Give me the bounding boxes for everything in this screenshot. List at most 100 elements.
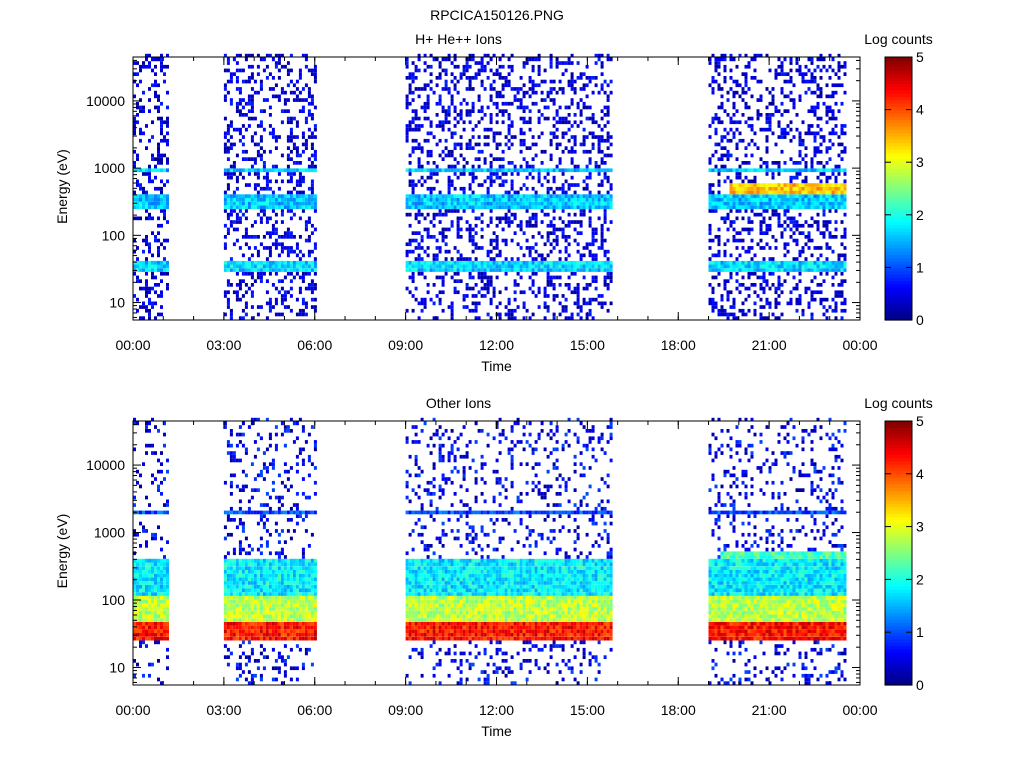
heatmap-cell bbox=[531, 79, 535, 84]
heatmap-cell bbox=[166, 138, 169, 143]
heatmap-cell bbox=[708, 168, 712, 173]
heatmap-cell bbox=[492, 172, 496, 176]
heatmap-cell bbox=[136, 201, 139, 206]
heatmap-cell bbox=[579, 212, 583, 217]
heatmap-cell bbox=[744, 264, 748, 269]
heatmap-cell bbox=[723, 283, 727, 287]
heatmap-cell bbox=[534, 83, 538, 88]
heatmap-cell bbox=[271, 305, 275, 309]
heatmap-cell bbox=[241, 168, 245, 173]
heatmap-cell bbox=[585, 135, 589, 139]
heatmap-cell bbox=[759, 168, 763, 173]
heatmap-cell bbox=[792, 231, 796, 235]
heatmap-cell bbox=[148, 503, 151, 507]
heatmap-cell bbox=[136, 566, 139, 570]
heatmap-cell bbox=[576, 61, 580, 65]
heatmap-cell bbox=[462, 186, 466, 191]
heatmap-cell bbox=[483, 157, 487, 161]
heatmap-cell bbox=[552, 216, 556, 221]
heatmap-cell bbox=[534, 198, 538, 202]
heatmap-cell bbox=[142, 61, 145, 65]
heatmap-cell bbox=[594, 253, 598, 258]
heatmap-cell bbox=[726, 238, 730, 243]
heatmap-cell bbox=[726, 157, 730, 161]
heatmap-cell bbox=[226, 61, 230, 65]
heatmap-cell bbox=[726, 290, 730, 295]
heatmap-cell bbox=[483, 64, 487, 69]
heatmap-cell bbox=[405, 242, 409, 247]
heatmap-cell bbox=[223, 198, 227, 202]
heatmap-cell bbox=[825, 205, 829, 210]
heatmap-cell bbox=[441, 124, 445, 128]
heatmap-cell bbox=[567, 235, 571, 239]
heatmap-cell bbox=[148, 673, 151, 678]
heatmap-cell bbox=[465, 294, 469, 298]
heatmap-cell bbox=[501, 164, 505, 169]
heatmap-cell bbox=[750, 271, 754, 276]
heatmap-cell bbox=[543, 242, 547, 247]
heatmap-cell bbox=[567, 138, 571, 143]
heatmap-cell bbox=[747, 61, 751, 65]
heatmap-cell bbox=[286, 198, 290, 202]
heatmap-cell bbox=[729, 120, 733, 125]
heatmap-cell bbox=[723, 127, 727, 132]
heatmap-cell bbox=[594, 135, 598, 139]
heatmap-cell bbox=[223, 135, 227, 139]
heatmap-cell bbox=[444, 116, 448, 121]
heatmap-cell bbox=[582, 127, 586, 132]
heatmap-cell bbox=[510, 64, 514, 69]
heatmap-cell bbox=[154, 625, 157, 630]
heatmap-cell bbox=[298, 68, 302, 73]
heatmap-cell bbox=[408, 249, 412, 254]
heatmap-cell bbox=[774, 72, 778, 76]
heatmap-cell bbox=[600, 138, 604, 143]
heatmap-cell bbox=[223, 264, 227, 269]
colorbar-swatch bbox=[885, 313, 912, 318]
heatmap-cell bbox=[304, 301, 308, 306]
heatmap-cell bbox=[798, 294, 802, 298]
heatmap-cell bbox=[510, 257, 514, 261]
heatmap-cell bbox=[792, 260, 796, 265]
heatmap-cell bbox=[157, 186, 160, 191]
heatmap-cell bbox=[789, 297, 793, 302]
heatmap-cell bbox=[837, 109, 841, 113]
heatmap-cell bbox=[441, 205, 445, 210]
heatmap-cell bbox=[295, 268, 299, 272]
heatmap-cell bbox=[256, 90, 260, 95]
heatmap-cell bbox=[747, 186, 751, 191]
x-tick-label: 18:00 bbox=[661, 337, 696, 353]
heatmap-cell bbox=[495, 223, 499, 228]
heatmap-cell bbox=[555, 90, 559, 95]
heatmap-cell bbox=[537, 198, 541, 202]
heatmap-cell bbox=[405, 138, 409, 143]
heatmap-cell bbox=[136, 588, 139, 593]
heatmap-cell bbox=[789, 264, 793, 269]
heatmap-cell bbox=[603, 212, 607, 217]
heatmap-cell bbox=[807, 264, 811, 269]
heatmap-cell bbox=[753, 201, 757, 206]
heatmap-cell bbox=[573, 238, 577, 243]
heatmap-cell bbox=[783, 264, 787, 269]
heatmap-cell bbox=[822, 64, 826, 69]
heatmap-cell bbox=[807, 183, 811, 187]
heatmap-cell bbox=[750, 76, 754, 80]
heatmap-cell bbox=[516, 198, 520, 202]
colorbar-swatch bbox=[885, 155, 912, 160]
heatmap-cell bbox=[163, 216, 166, 221]
heatmap-cell bbox=[771, 312, 775, 317]
heatmap-cell bbox=[819, 201, 823, 206]
heatmap-cell bbox=[744, 120, 748, 125]
colorbar-swatch bbox=[885, 237, 912, 242]
heatmap-cell bbox=[495, 90, 499, 95]
heatmap-cell bbox=[226, 124, 230, 128]
heatmap-cell bbox=[501, 94, 505, 99]
heatmap-cell bbox=[265, 179, 269, 184]
heatmap-cell bbox=[471, 109, 475, 113]
heatmap-cell bbox=[798, 131, 802, 136]
heatmap-cell bbox=[459, 257, 463, 261]
heatmap-cell bbox=[591, 242, 595, 247]
heatmap-cell bbox=[313, 124, 317, 128]
heatmap-cell bbox=[417, 231, 421, 235]
heatmap-cell bbox=[522, 316, 526, 320]
heatmap-cell bbox=[531, 201, 535, 206]
